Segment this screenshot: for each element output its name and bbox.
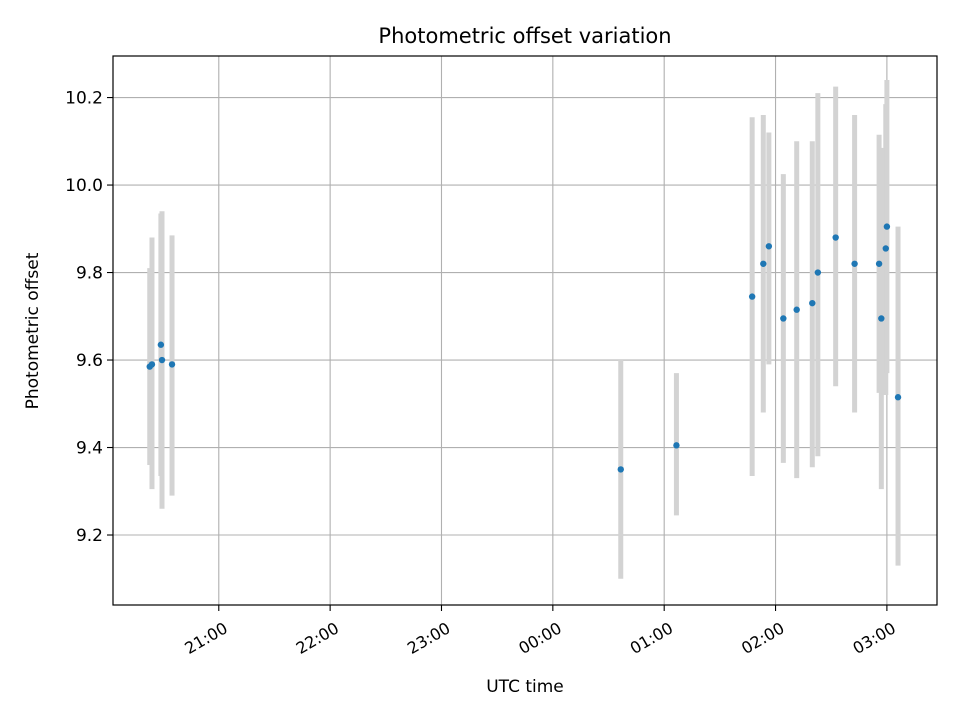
y-tick-label: 10.2 [65,89,103,109]
data-point [765,243,773,250]
data-points [146,223,902,473]
y-axis-ticks: 9.2 9.4 9.6 9.8 10.0 10.2 [65,89,113,546]
data-point [148,361,156,368]
data-point [748,293,756,300]
data-point [809,299,816,307]
data-point [894,394,902,401]
data-point [157,341,165,348]
data-point [851,260,858,267]
y-tick-label: 9.8 [76,264,103,284]
data-point [883,223,891,230]
y-tick-label: 9.6 [76,351,103,371]
y-tick-label: 9.4 [76,439,103,459]
y-axis-label: Photometric offset [23,252,43,409]
data-point [814,269,822,276]
plot-frame [112,55,938,606]
chart-title: Photometric offset variation [378,24,671,48]
grid-lines [113,56,937,605]
data-point [878,315,885,322]
data-point [673,442,680,449]
data-point [882,245,889,252]
data-point [793,306,800,313]
data-point [158,356,166,364]
data-point [168,361,176,368]
data-point [875,260,883,267]
data-point [760,260,767,267]
data-point [832,234,839,241]
y-tick-label: 10.0 [65,176,103,196]
data-point [617,466,624,473]
data-point [780,315,787,322]
y-tick-label: 9.2 [76,526,103,546]
x-axis-label: UTC time [486,677,564,697]
